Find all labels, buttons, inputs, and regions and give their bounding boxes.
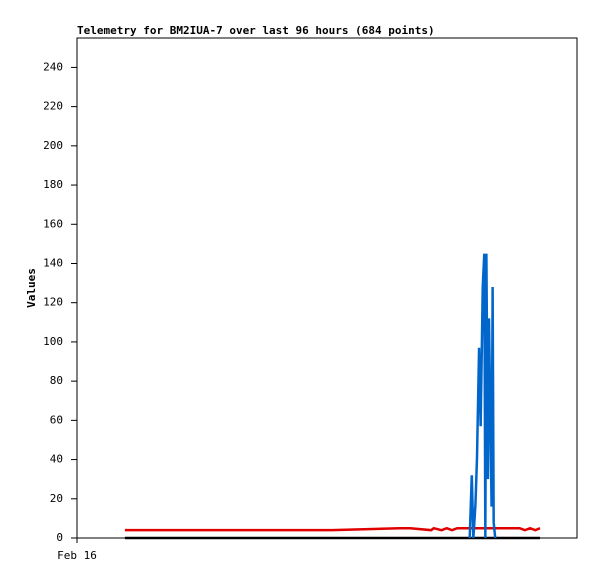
plot-frame	[76, 37, 578, 539]
y-tick-label: 200	[43, 139, 63, 152]
series-line	[124, 526, 541, 532]
y-tick-label: 180	[43, 178, 63, 191]
y-tick-label: 100	[43, 335, 63, 348]
y-axis-label: Values	[25, 268, 38, 308]
y-tick-label: 60	[50, 413, 63, 426]
y-tick-label: 0	[56, 531, 63, 544]
y-tick-label: 240	[43, 60, 63, 73]
y-tick-label: 220	[43, 100, 63, 113]
y-tick-label: 20	[50, 492, 63, 505]
y-tick-label: 140	[43, 256, 63, 269]
y-tick-label: 80	[50, 374, 63, 387]
y-tick-label: 160	[43, 217, 63, 230]
y-tick-label: 40	[50, 453, 63, 466]
chart-title: Telemetry for BM2IUA-7 over last 96 hour…	[77, 24, 435, 37]
y-tick-label: 120	[43, 296, 63, 309]
series-line	[468, 253, 497, 539]
x-tick-label: Feb 16	[57, 549, 97, 562]
